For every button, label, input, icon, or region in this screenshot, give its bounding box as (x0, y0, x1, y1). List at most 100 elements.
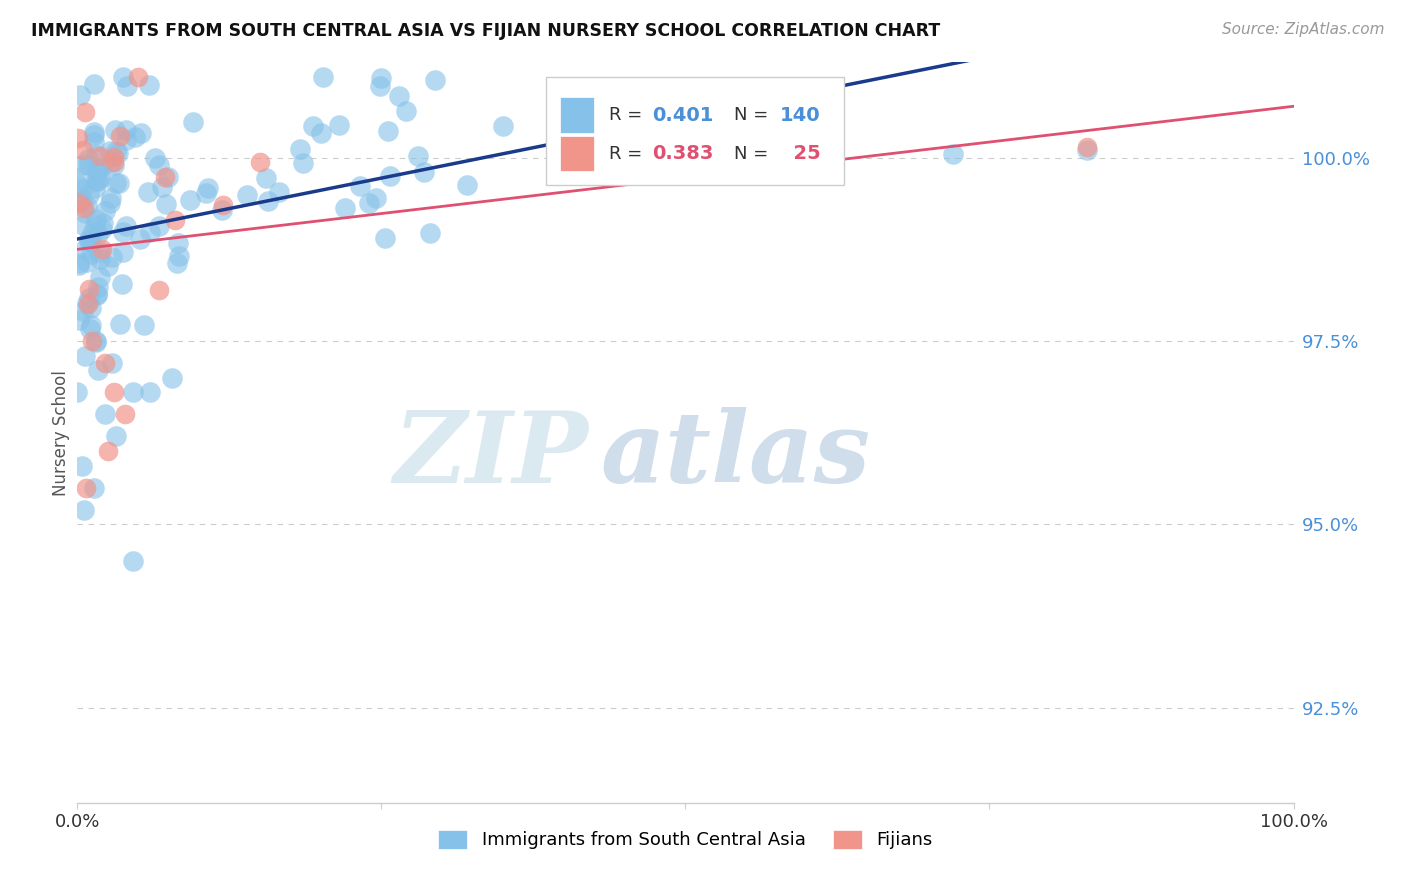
Text: N =: N = (734, 106, 775, 124)
Point (77, 235, 100, 249)
Point (80, 226, 103, 240)
Point (114, 219, 136, 233)
Point (79, 301, 101, 316)
Point (90, 161, 112, 176)
Point (249, 154, 271, 169)
Text: 0.383: 0.383 (652, 144, 714, 163)
Point (91, 243, 114, 257)
Y-axis label: Nursery School: Nursery School (52, 369, 70, 496)
Point (77, 291, 100, 305)
Point (183, 115, 205, 129)
Point (1076, 140, 1098, 154)
Point (406, 149, 429, 163)
Point (370, 79, 392, 94)
Point (101, 251, 124, 265)
Point (103, 158, 125, 172)
FancyBboxPatch shape (560, 97, 595, 133)
Point (359, 195, 381, 210)
Point (75, 349, 97, 363)
Point (423, 72, 446, 87)
Text: N =: N = (734, 145, 775, 162)
Point (153, 170, 176, 185)
Point (129, 126, 152, 140)
Point (80, 318, 103, 333)
Point (98, 144, 121, 158)
Point (73, 206, 96, 220)
Point (127, 70, 149, 84)
Point (492, 119, 515, 133)
FancyBboxPatch shape (546, 78, 844, 185)
Point (100, 155, 122, 169)
Point (70, 194, 93, 208)
Point (86, 287, 108, 301)
Point (333, 201, 356, 215)
Point (101, 356, 124, 370)
Point (388, 89, 411, 103)
Point (370, 71, 392, 86)
Point (100, 191, 122, 205)
Point (309, 126, 332, 140)
Text: ZIP: ZIP (394, 407, 588, 503)
Point (87, 227, 110, 242)
Point (80, 334, 103, 348)
Point (155, 197, 177, 211)
Point (67, 313, 90, 327)
Point (84, 212, 107, 227)
Point (589, 132, 612, 146)
Point (72, 144, 94, 158)
Point (157, 169, 180, 184)
Point (211, 203, 233, 218)
Point (111, 277, 134, 292)
Point (138, 78, 160, 92)
Point (212, 198, 235, 212)
Point (197, 181, 219, 195)
Point (139, 226, 162, 240)
Point (76, 158, 98, 172)
Point (73, 201, 96, 215)
Point (104, 429, 127, 443)
Point (83, 219, 105, 233)
Point (112, 225, 135, 239)
Point (328, 118, 350, 132)
Point (312, 70, 335, 84)
Point (87, 174, 110, 188)
Point (167, 235, 190, 250)
Text: R =: R = (609, 145, 648, 162)
Point (257, 194, 280, 209)
Point (378, 169, 401, 184)
Point (103, 150, 125, 164)
Point (105, 177, 128, 191)
Point (97, 444, 120, 458)
Point (70, 458, 93, 473)
Point (86, 162, 108, 177)
Point (83, 77, 105, 91)
Point (1076, 144, 1098, 158)
Point (76, 255, 98, 269)
Point (76, 199, 98, 213)
Point (395, 103, 418, 118)
Point (89, 171, 111, 186)
Point (67, 131, 90, 145)
Point (89, 252, 111, 266)
Point (374, 230, 396, 244)
Point (94, 407, 117, 421)
Point (288, 142, 311, 156)
Point (72, 303, 94, 318)
Text: atlas: atlas (600, 407, 870, 503)
Point (103, 154, 125, 169)
Point (93, 203, 115, 218)
Point (413, 165, 436, 179)
Point (167, 249, 190, 263)
Point (254, 171, 277, 186)
Point (115, 133, 138, 147)
Point (91, 216, 114, 230)
Point (138, 185, 160, 199)
Point (235, 187, 257, 202)
Point (148, 157, 170, 171)
Point (80, 247, 103, 261)
Legend: Immigrants from South Central Asia, Fijians: Immigrants from South Central Asia, Fiji… (432, 823, 939, 856)
Point (70, 157, 93, 171)
Point (67, 178, 90, 192)
Point (195, 186, 218, 200)
Point (75, 481, 97, 495)
